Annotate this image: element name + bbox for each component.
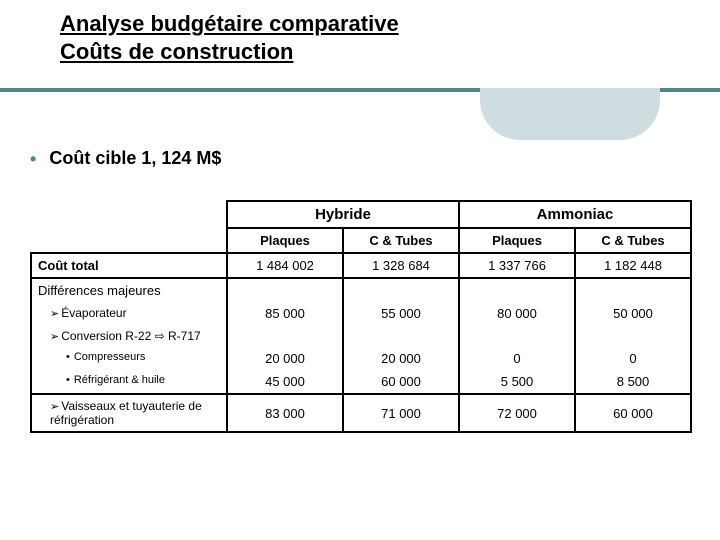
table-row: ➢Vaisseaux et tuyauterie de réfrigératio… <box>31 394 691 432</box>
chevron-icon: ➢ <box>50 308 59 320</box>
cell: 1 328 684 <box>343 253 459 278</box>
cell: 5 500 <box>459 370 575 394</box>
cell <box>459 278 575 302</box>
cell: 8 500 <box>575 370 691 394</box>
cell <box>227 325 343 347</box>
table-row: •Compresseurs 20 000 20 000 0 0 <box>31 347 691 370</box>
cost-table: Hybride Ammoniac Plaques C & Tubes Plaqu… <box>30 200 690 433</box>
cell: 1 337 766 <box>459 253 575 278</box>
cell <box>575 278 691 302</box>
cell: 1 484 002 <box>227 253 343 278</box>
title-line-1: Analyse budgétaire comparative <box>60 11 399 36</box>
cell: 72 000 <box>459 394 575 432</box>
bullet-icon: • <box>66 351 70 363</box>
table-row: ➢Évaporateur 85 000 55 000 80 000 50 000 <box>31 302 691 325</box>
cell: 60 000 <box>575 394 691 432</box>
row-label-differences: Différences majeures <box>31 278 227 302</box>
cell: 60 000 <box>343 370 459 394</box>
cell: 55 000 <box>343 302 459 325</box>
table-header-sub: Plaques C & Tubes Plaques C & Tubes <box>31 228 691 253</box>
cell: 50 000 <box>575 302 691 325</box>
cell <box>343 325 459 347</box>
table-row: •Réfrigérant & huile 45 000 60 000 5 500… <box>31 370 691 394</box>
cell: 1 182 448 <box>575 253 691 278</box>
row-label-vaisseaux: ➢Vaisseaux et tuyauterie de réfrigératio… <box>31 394 227 432</box>
table-row: Coût total 1 484 002 1 328 684 1 337 766… <box>31 253 691 278</box>
table-row: ➢Conversion R-22 ⇨ R-717 <box>31 325 691 347</box>
header: Analyse budgétaire comparative Coûts de … <box>0 0 720 88</box>
row-label-evaporateur: ➢Évaporateur <box>31 302 227 325</box>
cell <box>343 278 459 302</box>
sub-header: Plaques <box>459 228 575 253</box>
cell: 0 <box>575 347 691 370</box>
row-label-refrigerant: •Réfrigérant & huile <box>31 370 227 394</box>
header-spacer <box>31 228 227 253</box>
cell <box>575 325 691 347</box>
group-header-hybride: Hybride <box>227 201 459 228</box>
cell <box>227 278 343 302</box>
table-row: Différences majeures <box>31 278 691 302</box>
chevron-icon: ➢ <box>50 331 59 343</box>
sub-header: Plaques <box>227 228 343 253</box>
bullet-icon: • <box>66 374 70 386</box>
row-label-total: Coût total <box>31 253 227 278</box>
cell: 85 000 <box>227 302 343 325</box>
cell: 45 000 <box>227 370 343 394</box>
sub-header: C & Tubes <box>343 228 459 253</box>
cell <box>459 325 575 347</box>
bullet-icon: • <box>30 149 36 169</box>
cell: 71 000 <box>343 394 459 432</box>
cell: 0 <box>459 347 575 370</box>
chevron-icon: ➢ <box>50 401 59 413</box>
subtitle-bullet: • Coût cible 1, 124 M$ <box>30 148 221 170</box>
page-title: Analyse budgétaire comparative Coûts de … <box>60 10 399 65</box>
table-header-groups: Hybride Ammoniac <box>31 201 691 228</box>
row-label-conversion: ➢Conversion R-22 ⇨ R-717 <box>31 325 227 347</box>
cell: 20 000 <box>343 347 459 370</box>
subtitle-text: Coût cible 1, 124 M$ <box>49 148 221 168</box>
title-line-2: Coûts de construction <box>60 39 293 64</box>
header-spacer <box>31 201 227 228</box>
sub-header: C & Tubes <box>575 228 691 253</box>
group-header-ammoniac: Ammoniac <box>459 201 691 228</box>
cell: 20 000 <box>227 347 343 370</box>
row-label-compresseurs: •Compresseurs <box>31 347 227 370</box>
cell: 80 000 <box>459 302 575 325</box>
cell: 83 000 <box>227 394 343 432</box>
